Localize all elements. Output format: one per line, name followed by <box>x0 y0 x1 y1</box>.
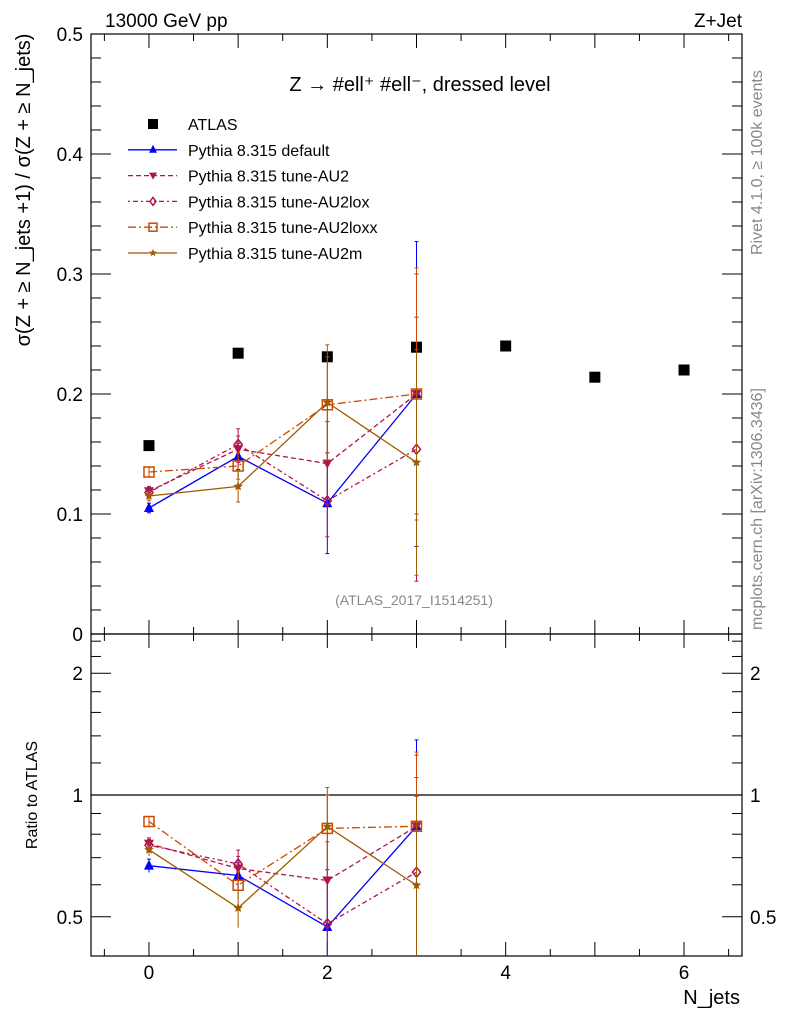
chart-title: Z → #ell⁺ #ell⁻, dressed level <box>289 74 550 96</box>
marker-triangle-down <box>322 876 333 886</box>
x-tick-label: 2 <box>322 963 333 984</box>
legend-label: Pythia 8.315 tune-AU2m <box>188 246 362 263</box>
x-axis-label: N_jets <box>683 987 740 1009</box>
ratio-series-line <box>148 825 417 928</box>
ratio-series-line <box>148 820 417 887</box>
marker-diamond <box>233 857 244 871</box>
ratio-tick-label-right: 0.5 <box>750 908 776 929</box>
marker-diamond <box>233 438 244 451</box>
series-tune-AU2m <box>144 344 422 956</box>
legend-label: Pythia 8.315 tune-AU2 <box>188 169 349 186</box>
marker-star <box>233 903 243 912</box>
marker-open-square <box>143 815 155 828</box>
marker-triangle-up <box>143 502 154 512</box>
marker-star <box>233 481 243 491</box>
marker-star <box>322 821 333 831</box>
marker-star <box>411 880 422 890</box>
y-tick-label: 0.4 <box>57 145 84 166</box>
watermark: (ATLAS_2017_I1514251) <box>335 592 493 608</box>
x-tick-label: 4 <box>500 963 511 984</box>
marker-square <box>148 119 158 129</box>
legend-label: Pythia 8.315 default <box>188 143 330 160</box>
ratio-series-line <box>148 844 417 925</box>
x-tick-label: 0 <box>144 963 155 984</box>
marker-star <box>411 457 422 467</box>
marker-triangle-up <box>149 144 157 153</box>
x-tick-label: 6 <box>679 963 690 984</box>
y-tick-label: 0.3 <box>57 265 83 286</box>
mcplots-label: mcplots.cern.ch [arXiv:1306.3436] <box>749 388 766 630</box>
y-tick-label: 0.2 <box>57 385 83 406</box>
y-axis-label: σ(Z + ≥ N_jets +1) / σ(Z + ≥ N_jets) <box>13 34 35 347</box>
ratio-series-line <box>148 825 417 909</box>
legend-item: Pythia 8.315 tune-AU2 <box>128 169 349 186</box>
marker-square <box>143 440 155 452</box>
marker-star <box>149 249 157 257</box>
ratio-tick-label-left: 1 <box>72 786 83 807</box>
marker-diamond <box>322 917 333 930</box>
y-tick-label: 0.1 <box>57 505 83 526</box>
header-left: 13000 GeV pp <box>105 11 228 32</box>
rivet-label: Rivet 4.1.0, ≥ 100k events <box>749 70 766 255</box>
ratio-tick-label-left: 0.5 <box>57 908 83 929</box>
marker-open-square <box>143 466 155 478</box>
marker-square <box>589 371 601 383</box>
marker-square <box>500 340 512 352</box>
y-tick-label: 0 <box>72 625 83 646</box>
series-line <box>148 393 417 492</box>
legend-item: Pythia 8.315 tune-AU2m <box>128 246 362 263</box>
series-line <box>148 401 417 497</box>
legend-label: Pythia 8.315 tune-AU2loxx <box>188 220 377 237</box>
marker-triangle-up <box>143 859 154 870</box>
y-tick-label: 0.5 <box>57 25 83 46</box>
series-tune-AU2loxx <box>143 267 423 956</box>
ratio-tick-label-right: 1 <box>750 786 761 807</box>
marker-diamond <box>322 494 333 508</box>
legend-item: ATLAS <box>148 117 238 134</box>
marker-open-square <box>148 222 158 232</box>
marker-square <box>678 364 690 376</box>
marker-diamond <box>149 196 157 207</box>
marker-star <box>144 844 154 854</box>
marker-triangle-down <box>322 459 333 469</box>
header-right: Z+Jet <box>694 11 743 32</box>
legend-item: Pythia 8.315 tune-AU2loxx <box>128 220 377 237</box>
legend-item: Pythia 8.315 tune-AU2lox <box>128 194 369 211</box>
ratio-axis-label: Ratio to ATLAS <box>24 741 41 849</box>
legend-item: Pythia 8.315 default <box>128 143 330 160</box>
marker-square <box>232 347 244 359</box>
ratio-tick-label-left: 2 <box>72 664 83 685</box>
legend-label: Pythia 8.315 tune-AU2lox <box>188 194 369 211</box>
legend-label: ATLAS <box>188 117 238 134</box>
marker-star <box>144 491 154 500</box>
series-line <box>148 393 417 473</box>
marker-star <box>322 397 333 407</box>
ratio-tick-label-right: 2 <box>750 664 761 685</box>
marker-triangle-down <box>149 172 157 180</box>
ratio-series-line <box>148 825 417 882</box>
series-line <box>148 393 418 509</box>
